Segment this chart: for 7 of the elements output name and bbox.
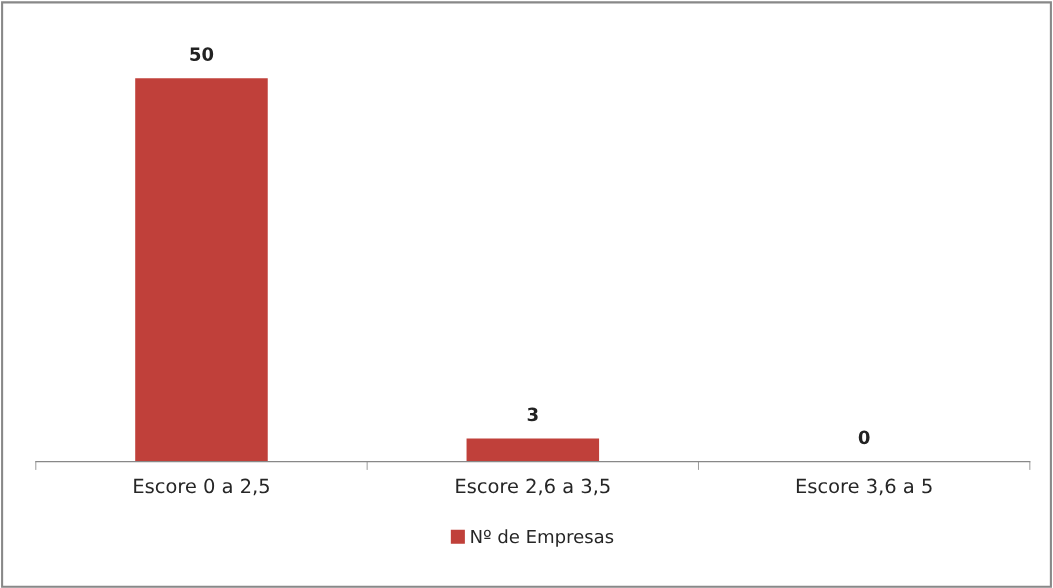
data-label: 3: [527, 407, 538, 422]
legend-label: Nº de Empresas: [471, 529, 614, 547]
data-label: 50: [190, 47, 214, 61]
x-tick-label: Escore 2,6 a 3,5: [456, 478, 610, 496]
data-label: 0: [858, 430, 870, 445]
x-tick-label: Escore 3,6 a 5: [796, 478, 932, 496]
x-tick-label: Escore 0 a 2,5: [134, 478, 269, 496]
